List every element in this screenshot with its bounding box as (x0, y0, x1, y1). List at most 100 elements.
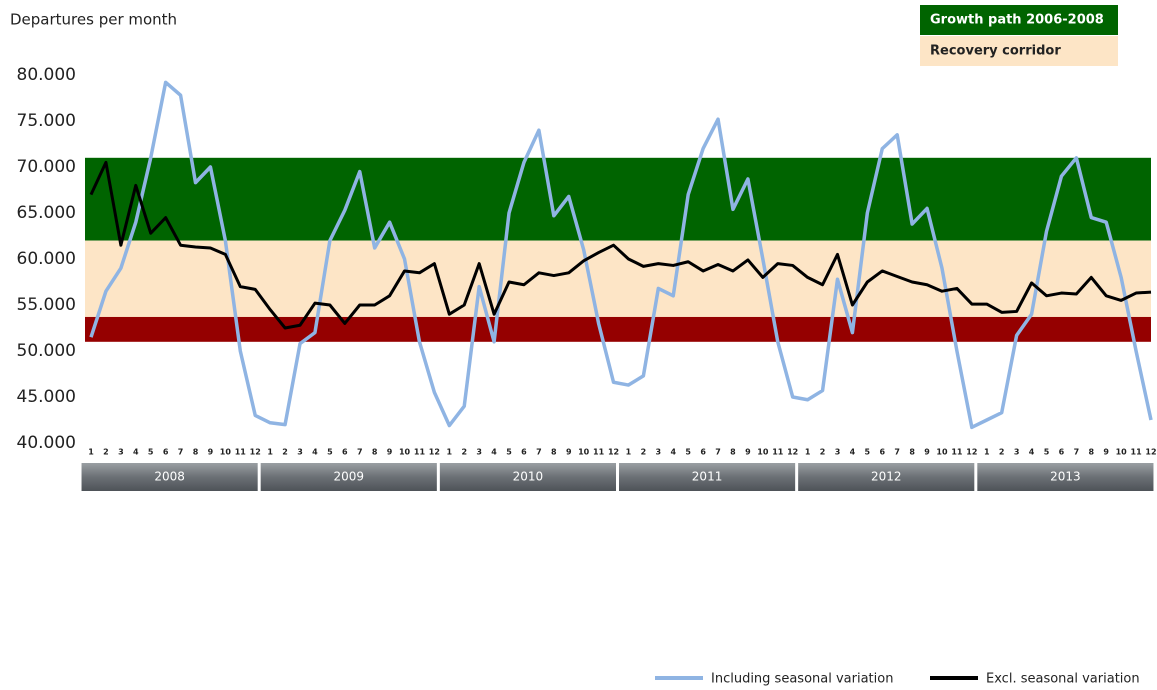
x-tick-label: 6 (700, 448, 706, 457)
x-tick-label: 6 (342, 448, 348, 457)
series-line (89, 160, 1152, 330)
x-tick-label: 2 (282, 448, 288, 457)
x-tick-label: 1 (805, 448, 811, 457)
x-tick-label: 6 (163, 448, 169, 457)
x-tick-label: 5 (148, 448, 154, 457)
x-tick-label: 8 (193, 448, 199, 457)
x-tick-label: 7 (178, 448, 184, 457)
legend-label: Excl. seasonal variation (986, 672, 1140, 687)
x-tick-label: 7 (536, 448, 542, 457)
x-tick-label: 5 (506, 448, 512, 457)
x-tick-label: 10 (578, 448, 590, 457)
x-tick-label: 9 (924, 448, 930, 457)
x-tick-label: 4 (1029, 448, 1035, 457)
x-tick-label: 3 (476, 448, 482, 457)
x-tick-label: 8 (909, 448, 915, 457)
x-tick-label: 1 (447, 448, 453, 457)
x-tick-label: 2 (999, 448, 1005, 457)
year-bar (798, 463, 975, 491)
year-label: 2008 (154, 470, 185, 484)
x-tick-label: 11 (414, 448, 426, 457)
x-tick-label: 2 (461, 448, 467, 457)
x-tick-label: 10 (757, 448, 769, 457)
x-tick-label: 1 (88, 448, 94, 457)
x-tick-label: 11 (951, 448, 963, 457)
x-tick-label: 3 (297, 448, 303, 457)
y-tick-label: 40.000 (17, 433, 76, 453)
x-tick-label: 9 (566, 448, 572, 457)
x-tick-label: 7 (1074, 448, 1080, 457)
legend-label: Growth path 2006-2008 (930, 13, 1104, 28)
x-tick-label: 5 (865, 448, 871, 457)
x-tick-label: 2 (641, 448, 647, 457)
year-label: 2010 (513, 470, 544, 484)
year-bar (977, 463, 1154, 491)
x-tick-label: 6 (1059, 448, 1065, 457)
year-label: 2009 (333, 470, 364, 484)
y-tick-label: 55.000 (17, 295, 76, 315)
x-tick-label: 11 (1131, 448, 1143, 457)
x-tick-label: 4 (491, 448, 497, 457)
y-tick-label: 70.000 (17, 157, 76, 177)
x-tick-label: 3 (1014, 448, 1020, 457)
x-tick-label: 11 (593, 448, 605, 457)
x-tick-label: 9 (1103, 448, 1109, 457)
x-tick-label: 10 (1116, 448, 1128, 457)
x-tick-label: 6 (521, 448, 527, 457)
x-tick-label: 7 (894, 448, 900, 457)
x-tick-label: 4 (133, 448, 139, 457)
year-label: 2011 (692, 470, 723, 484)
series-line (89, 80, 1153, 430)
x-tick-label: 12 (1145, 448, 1156, 457)
x-tick-label: 9 (745, 448, 751, 457)
legend-swatch (920, 36, 1118, 66)
x-tick-label: 12 (608, 448, 619, 457)
x-tick-label: 8 (372, 448, 378, 457)
y-tick-label: 50.000 (17, 341, 76, 361)
x-tick-label: 12 (787, 448, 798, 457)
x-tick-label: 2 (820, 448, 826, 457)
year-bar (260, 463, 437, 491)
x-tick-label: 11 (772, 448, 784, 457)
x-tick-label: 12 (966, 448, 977, 457)
year-label: 2012 (871, 470, 902, 484)
legend-swatch (920, 5, 1118, 35)
y-tick-label: 80.000 (17, 65, 76, 85)
y-tick-label: 45.000 (17, 387, 76, 407)
y-tick-label: 75.000 (17, 111, 76, 131)
legend-label: Including seasonal variation (711, 672, 893, 687)
x-tick-label: 6 (879, 448, 885, 457)
x-tick-label: 11 (235, 448, 247, 457)
x-tick-label: 8 (1088, 448, 1094, 457)
year-bar (81, 463, 258, 491)
year-bar (619, 463, 796, 491)
x-tick-label: 8 (551, 448, 557, 457)
x-tick-label: 12 (250, 448, 261, 457)
x-tick-label: 4 (312, 448, 318, 457)
x-tick-label: 10 (399, 448, 411, 457)
x-tick-label: 3 (835, 448, 841, 457)
x-tick-label: 1 (626, 448, 632, 457)
x-tick-label: 3 (118, 448, 124, 457)
legend-label: Recovery corridor (930, 44, 1061, 59)
axis-title: Departures per month (10, 11, 177, 29)
x-tick-label: 1 (984, 448, 990, 457)
x-tick-label: 5 (327, 448, 333, 457)
x-tick-label: 5 (1044, 448, 1050, 457)
x-tick-label: 4 (850, 448, 856, 457)
x-tick-label: 10 (936, 448, 948, 457)
x-tick-label: 1 (267, 448, 273, 457)
year-label: 2013 (1050, 470, 1081, 484)
x-tick-label: 9 (387, 448, 393, 457)
y-tick-label: 65.000 (17, 203, 76, 223)
x-tick-label: 8 (730, 448, 736, 457)
year-bar (439, 463, 616, 491)
x-tick-label: 5 (685, 448, 691, 457)
x-tick-label: 10 (220, 448, 232, 457)
x-tick-label: 9 (208, 448, 214, 457)
x-tick-label: 7 (715, 448, 721, 457)
y-tick-label: 60.000 (17, 249, 76, 269)
band (85, 316, 1151, 342)
x-tick-label: 12 (429, 448, 440, 457)
